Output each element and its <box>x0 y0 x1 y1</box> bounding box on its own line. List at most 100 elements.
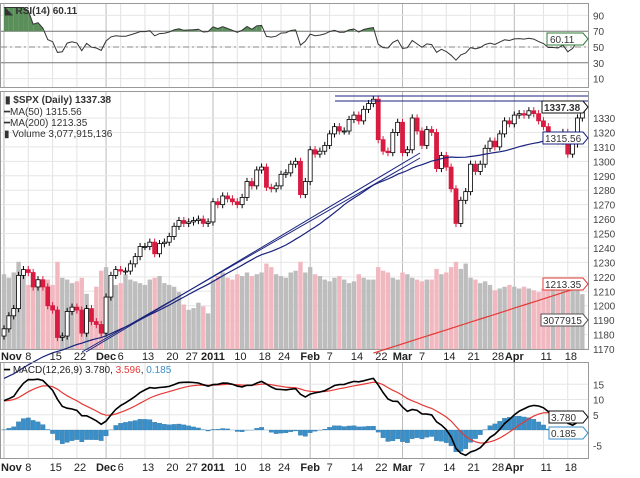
candle-body <box>137 246 143 258</box>
volume-bar <box>453 261 459 349</box>
macd-histogram-bar <box>113 425 119 431</box>
macd-histogram-bar <box>35 421 41 431</box>
candle-body <box>497 133 503 148</box>
candle-body <box>400 121 405 154</box>
candle-body <box>385 150 391 154</box>
price-tick-label: 1240 <box>593 244 616 255</box>
rsi-overbought-fill <box>217 26 223 32</box>
volume-bar <box>249 276 255 349</box>
volume-bar <box>478 283 483 349</box>
macd-tick-label: 15 <box>593 380 605 391</box>
candle-body <box>356 114 362 122</box>
rsi-tick-label: 90 <box>593 11 605 22</box>
ma200-tag: 1213.35 <box>545 280 582 291</box>
macd-histogram-bar <box>336 425 342 431</box>
price-tick-label: 1230 <box>593 258 616 269</box>
candle-body <box>273 185 279 190</box>
macd-histogram-bar <box>312 429 318 432</box>
candle-body <box>21 269 26 276</box>
macd-histogram-bar <box>477 429 483 435</box>
ma200-label: ━MA(200) 1213.35 <box>3 118 88 129</box>
candle-body <box>191 220 196 223</box>
macd-histogram-bar <box>11 426 17 431</box>
candle-body <box>404 149 410 154</box>
volume-bar <box>531 290 536 349</box>
candle-body <box>259 166 264 171</box>
rsi-overbought-fill <box>256 25 262 32</box>
volume-bar <box>414 279 420 349</box>
x-tick-label: 24 <box>278 462 290 474</box>
macd-histogram-bar <box>273 429 279 434</box>
candle-body <box>434 132 439 169</box>
candle-body <box>244 181 250 198</box>
volume-bar <box>181 304 187 349</box>
candle-body <box>487 140 493 149</box>
macd-histogram-bar <box>293 429 298 432</box>
candle-body <box>64 311 70 337</box>
candle-body <box>541 120 546 128</box>
volume-bar <box>487 284 493 349</box>
candle-body <box>35 279 41 288</box>
candle-body <box>516 113 522 116</box>
candle-body <box>283 172 289 175</box>
macd-histogram-bar <box>21 418 26 431</box>
rsi-overbought-fill <box>4 7 9 32</box>
rsi-value-tag: 60.11 <box>550 35 575 46</box>
macd-histogram-bar <box>132 420 138 431</box>
macd-histogram-bar <box>181 424 187 431</box>
x-tick-label: Feb <box>300 351 320 363</box>
x-tick-label: 11 <box>540 351 551 363</box>
volume-bar <box>351 281 357 349</box>
macd-histogram-bar <box>205 429 211 432</box>
volume-bar <box>395 279 400 349</box>
macd-histogram-bar <box>458 429 464 452</box>
macd-histogram-bar <box>103 429 109 437</box>
price-tick-label: 1180 <box>593 331 615 342</box>
volume-bar <box>526 288 532 349</box>
candle-body <box>536 113 541 122</box>
price-plot <box>1 95 585 379</box>
volume-bar <box>191 308 196 349</box>
volume-bar <box>337 276 342 349</box>
candle-body <box>161 241 167 245</box>
value-tags: 60.11 1337.38 1315.56 1213.35 3077915 3.… <box>540 32 589 440</box>
x-tick-label: 10 <box>234 351 246 363</box>
volume-bar <box>21 276 26 349</box>
x-tick-label: 22 <box>375 462 387 474</box>
macd-histogram-bar <box>157 422 162 431</box>
x-tick-label: 14 <box>443 351 455 363</box>
volume-bar <box>162 283 167 349</box>
grid-lines <box>1 4 588 458</box>
volume-bar <box>482 281 488 349</box>
x-tick-label: 8 <box>25 462 31 474</box>
candle-body <box>249 181 255 187</box>
macd-histogram-bar <box>239 429 245 432</box>
volume-bar <box>264 263 269 349</box>
candle-body <box>108 274 114 298</box>
macd-histogram-bar <box>536 421 541 431</box>
candle-body <box>424 129 430 146</box>
volume-bar <box>307 267 313 349</box>
volume-bar <box>244 272 250 349</box>
x-tick-label: 22 <box>74 462 86 474</box>
volume-bar <box>419 281 425 349</box>
volume-bar <box>176 292 182 349</box>
candle-body <box>69 306 75 312</box>
candle-body <box>142 246 148 248</box>
volume-bar <box>235 274 240 349</box>
x-tick-label: 6 <box>118 351 124 363</box>
macd-histogram-bar <box>298 429 303 436</box>
x-tick-label: 7 <box>419 462 425 474</box>
macd-histogram-bar <box>166 424 172 431</box>
candle-body <box>332 126 337 135</box>
candle-body <box>152 241 158 255</box>
ma50-tag: 1315.56 <box>545 134 582 145</box>
volume-bar <box>118 283 123 349</box>
x-tick-label: 7 <box>327 351 333 363</box>
volume-bar <box>45 279 50 349</box>
macd-histogram-bar <box>356 426 362 431</box>
macd-histogram-bar <box>225 428 230 431</box>
candle-body <box>6 315 12 330</box>
macd-histogram-bar <box>98 429 104 441</box>
